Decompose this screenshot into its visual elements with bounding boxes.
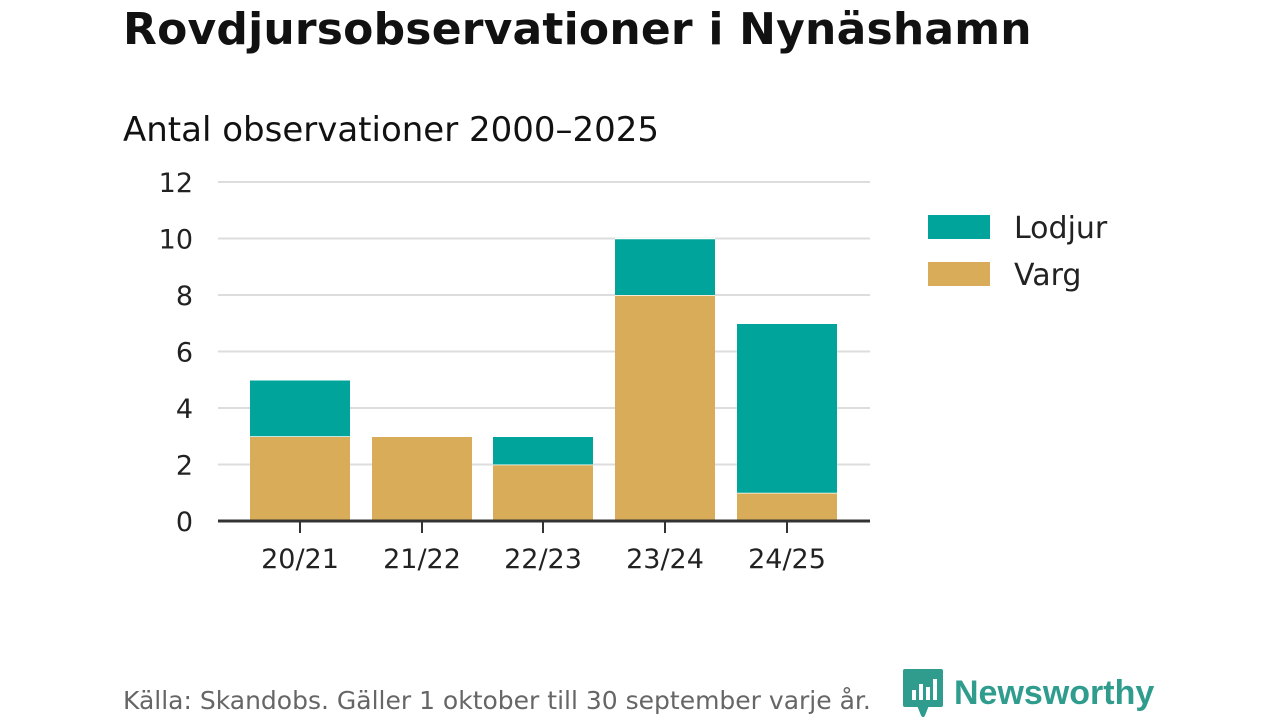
brand-name: Newsworthy: [954, 673, 1155, 712]
bar-varg-20-21: [250, 436, 350, 521]
bar-varg-23-24: [615, 295, 715, 521]
y-tick-label: 4: [176, 394, 193, 425]
x-tick-label: 20/21: [261, 544, 339, 575]
bar-varg-22-23: [493, 464, 593, 521]
legend-label-varg: Varg: [1014, 258, 1081, 293]
bar-lodjur-22-23: [493, 436, 593, 465]
bar-lodjur-24-25: [737, 323, 837, 493]
brand-logo: Newsworthy: [902, 668, 1154, 718]
bar-varg-24-25: [737, 492, 837, 521]
x-tick-label: 21/22: [383, 544, 461, 575]
y-tick-label: 12: [159, 168, 193, 199]
legend-label-lodjur: Lodjur: [1014, 211, 1108, 246]
x-tick-label: 23/24: [626, 544, 704, 575]
legend-swatch-varg: [928, 262, 990, 286]
legend-swatch-lodjur: [928, 215, 990, 239]
y-tick-label: 6: [176, 338, 193, 369]
y-tick-label: 8: [176, 281, 193, 312]
chart-title: Rovdjursobservationer i Nynäshamn: [123, 4, 1032, 55]
x-tick-label: 22/23: [504, 544, 582, 575]
y-tick-label: 0: [176, 507, 193, 538]
source-note: Källa: Skandobs. Gäller 1 oktober till 3…: [123, 686, 871, 715]
bar-lodjur-20-21: [250, 379, 350, 437]
bar-varg-21-22: [372, 436, 472, 521]
newsworthy-bar-chart-icon: [903, 669, 943, 717]
bar-lodjur-23-24: [615, 238, 715, 295]
chart-subtitle: Antal observationer 2000–2025: [123, 110, 660, 150]
x-tick-label: 24/25: [748, 544, 826, 575]
y-tick-label: 2: [176, 451, 193, 482]
y-tick-label: 10: [159, 225, 193, 256]
